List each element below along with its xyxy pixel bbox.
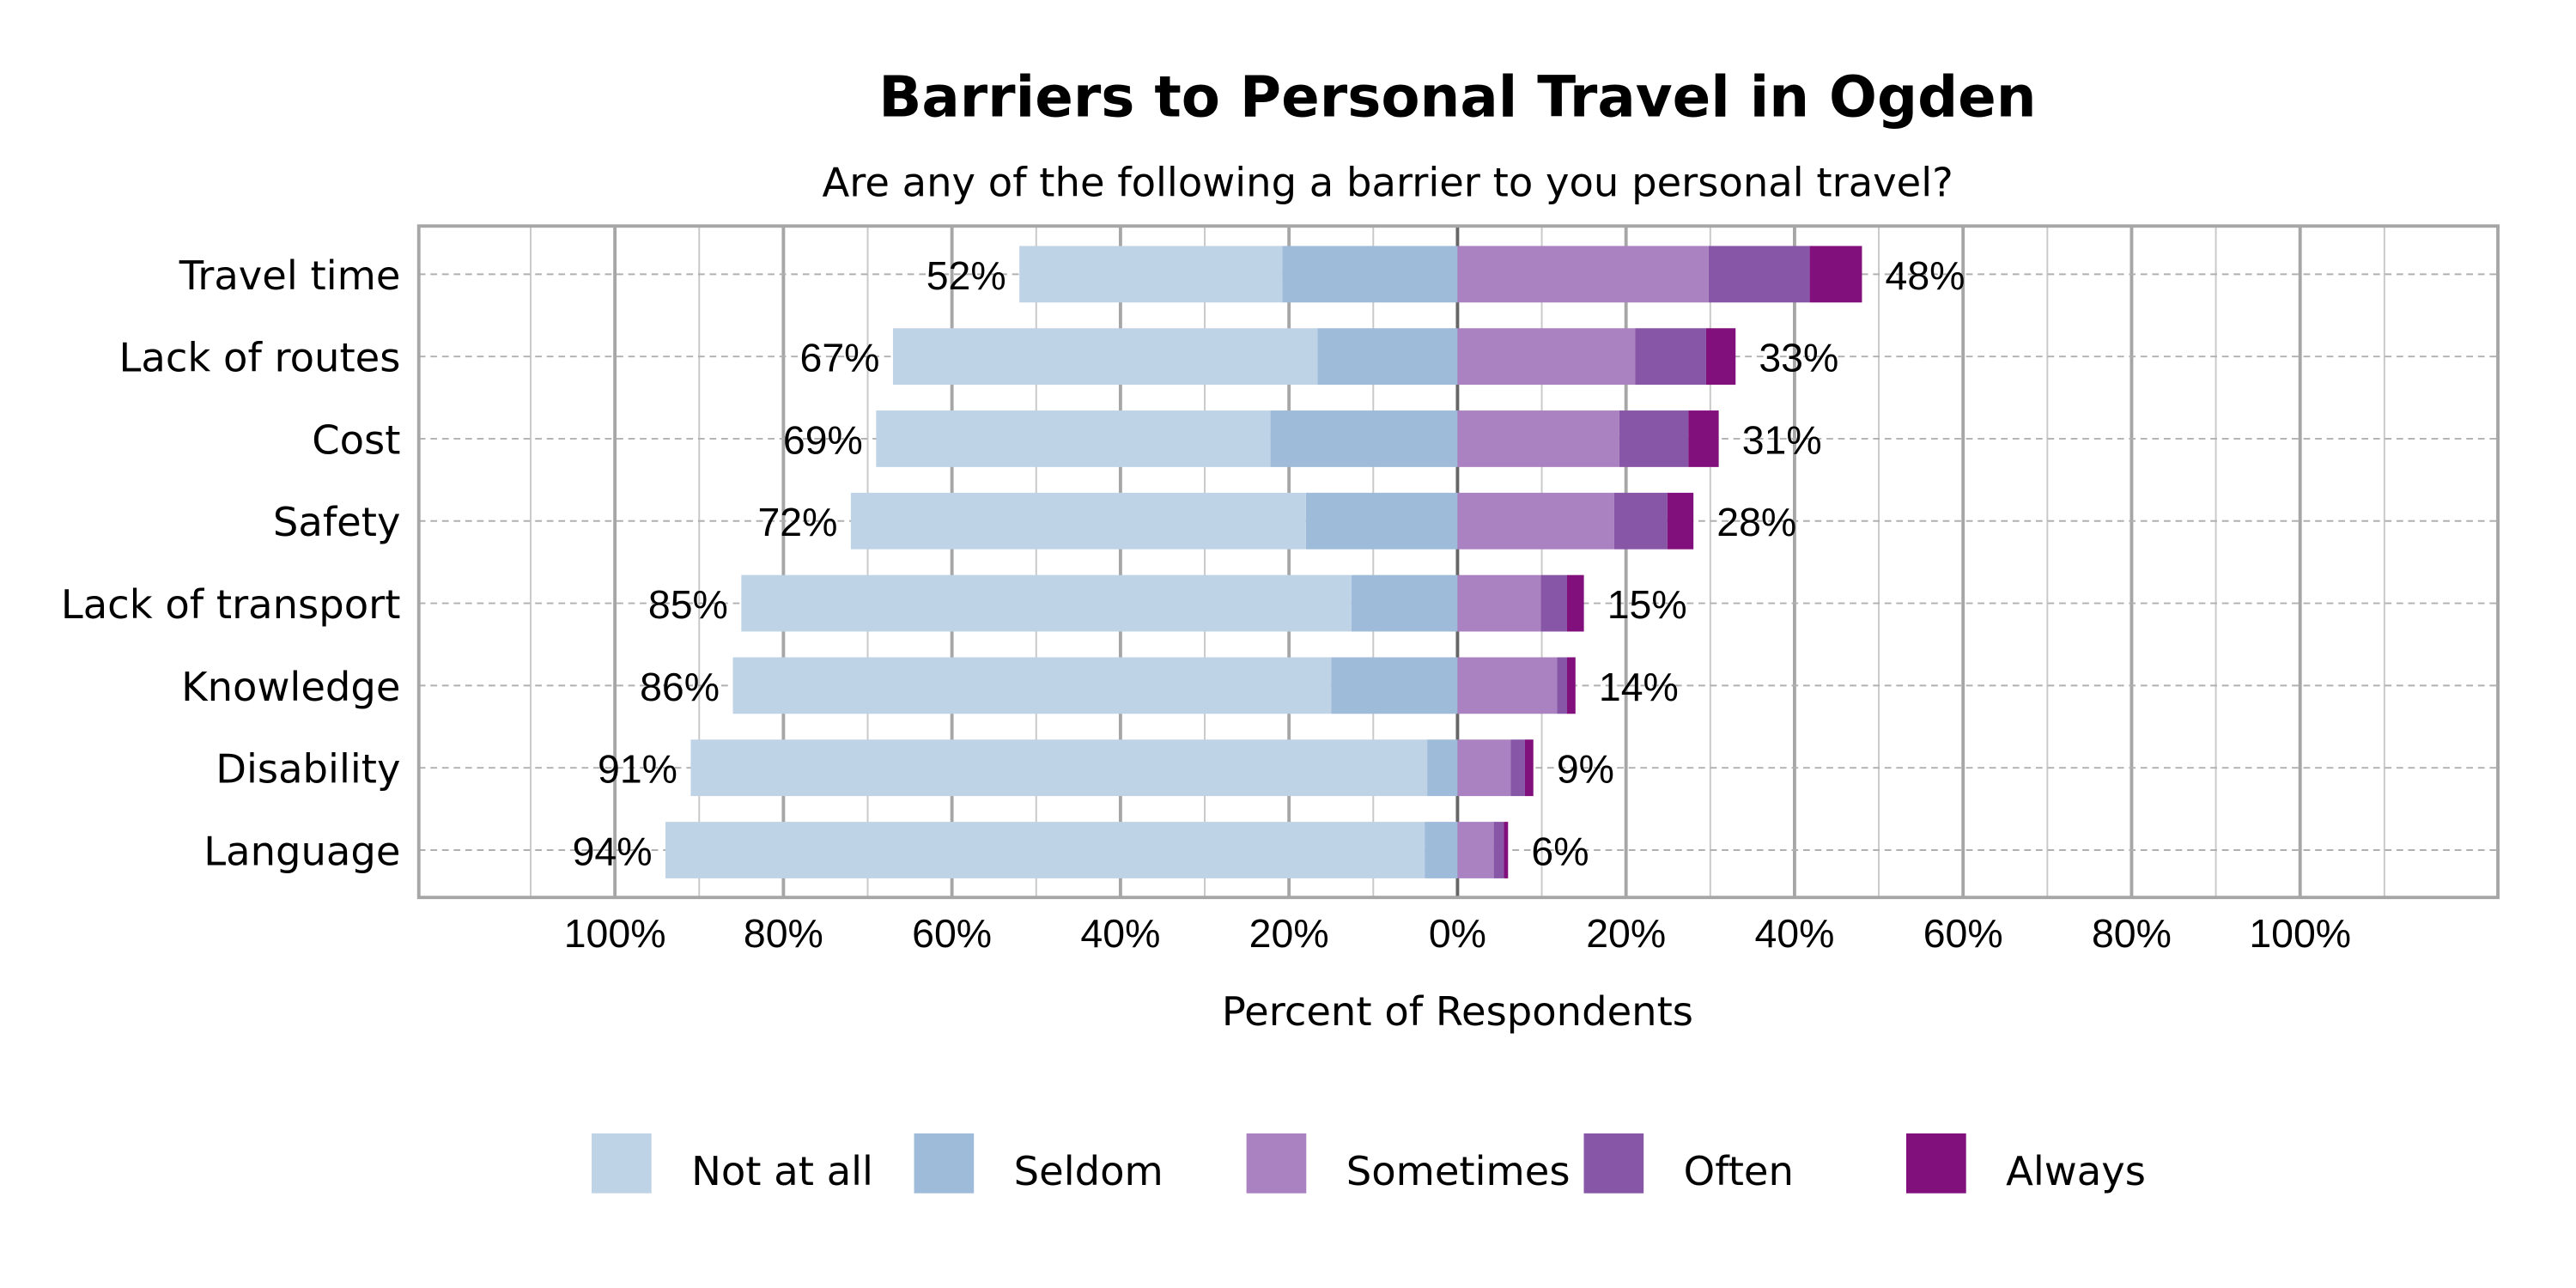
x-tick-label: 40% [1754,911,1834,956]
bar-seldom [1270,410,1458,467]
bar-always [1566,657,1576,714]
plot-frame [416,224,2500,900]
bar-seldom [1305,492,1458,550]
bar-not-at-all [732,657,1332,714]
legend-label: Always [2006,1148,2146,1194]
bar-not-at-all [850,492,1306,550]
bar-always [1705,328,1736,386]
x-tick-label: 100% [564,911,666,956]
chart-subtitle: Are any of the following a barrier to yo… [822,159,1953,205]
bar-often [1619,410,1689,467]
category-label: Knowledge [181,664,400,710]
bar-sometimes [1457,657,1558,714]
category-label: Language [204,828,400,874]
bar-always [1524,739,1534,797]
category-label: Lack of routes [119,335,401,381]
bar-often [1613,492,1668,550]
legend-swatch-not-at-all [592,1133,652,1194]
left-total-label: 69% [783,417,863,462]
right-total-label: 6% [1531,829,1589,873]
bar-sometimes [1457,328,1636,386]
bar-always [1809,246,1862,303]
bar-seldom [1282,246,1458,303]
left-total-label: 52% [927,253,1006,298]
category-label: Lack of transport [61,581,401,628]
x-axis-label: Percent of Respondents [1222,988,1693,1035]
right-total-label: 33% [1759,336,1838,380]
left-total-label: 85% [648,582,728,627]
left-total-label: 72% [757,500,837,544]
legend-label: Seldom [1014,1148,1163,1194]
bar-always [1566,574,1584,632]
right-total-label: 9% [1557,747,1614,792]
x-tick-label: 80% [744,911,823,956]
bar-sometimes [1457,492,1614,550]
bar-not-at-all [892,328,1318,386]
bar-always [1667,492,1694,550]
legend-label: Not at all [691,1148,873,1194]
x-tick-label: 100% [2249,911,2351,956]
bar-not-at-all [741,574,1352,632]
x-tick-label: 80% [2092,911,2172,956]
bar-seldom [1351,574,1458,632]
x-tick-label: 20% [1586,911,1666,956]
legend-swatch-sometimes [1246,1133,1307,1194]
left-total-label: 86% [640,665,720,709]
bar-seldom [1425,822,1458,878]
x-tick-label: 60% [1923,911,2003,956]
legend-label: Sometimes [1346,1148,1571,1194]
category-label: Cost [312,416,400,463]
bar-sometimes [1457,410,1619,467]
legend-swatch-often [1583,1133,1644,1194]
bar-sometimes [1457,822,1494,878]
category-label: Travel time [179,252,401,299]
right-total-label: 28% [1716,500,1796,544]
bar-sometimes [1457,739,1511,797]
chart-title: Barriers to Personal Travel in Ogden [878,64,2036,130]
bar-often [1493,822,1504,878]
x-tick-label: 40% [1080,911,1160,956]
category-label: Disability [216,746,400,793]
bar-often [1510,739,1525,797]
x-tick-label: 0% [1429,911,1486,956]
bar-often [1557,657,1567,714]
legend-label: Often [1684,1148,1794,1194]
bar-seldom [1317,328,1458,386]
legend-swatch-always [1906,1133,1966,1194]
right-total-label: 14% [1599,665,1679,709]
x-tick-label: 60% [912,911,992,956]
bar-often [1635,328,1706,386]
left-total-label: 91% [598,747,677,792]
legend-swatch-seldom [914,1133,975,1194]
category-label: Safety [273,499,401,545]
bar-seldom [1427,739,1458,797]
bar-sometimes [1457,246,1709,303]
bar-seldom [1331,657,1458,714]
x-tick-label: 20% [1249,911,1329,956]
bar-sometimes [1457,574,1541,632]
left-total-label: 67% [800,336,880,380]
bar-often [1708,246,1810,303]
bar-often [1540,574,1567,632]
left-total-label: 94% [573,829,653,873]
bar-always [1504,822,1509,878]
right-total-label: 15% [1607,582,1687,627]
bar-always [1688,410,1719,467]
bar-not-at-all [690,739,1428,797]
bar-not-at-all [1019,246,1283,303]
right-total-label: 31% [1742,417,1822,462]
right-total-label: 48% [1886,253,1965,298]
bar-not-at-all [876,410,1271,467]
bar-not-at-all [665,822,1425,878]
